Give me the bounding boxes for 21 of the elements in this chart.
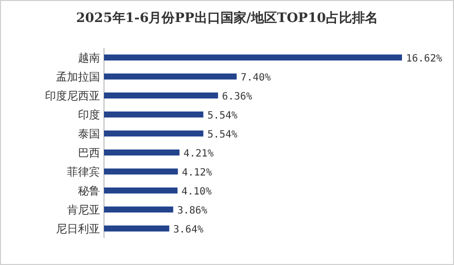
data-label: 4.12% — [182, 168, 212, 178]
data-label: 3.64% — [173, 224, 204, 236]
data-label: 5.54% — [207, 110, 238, 122]
y-tick-label: 尼日利亚 — [56, 222, 100, 236]
y-tick-label: 孟加拉国 — [56, 70, 100, 84]
data-label: 4.10% — [182, 186, 212, 198]
y-tick-label: 泰国 — [78, 128, 100, 140]
data-label: 6.36% — [222, 92, 252, 102]
data-label: 7.40% — [240, 72, 271, 84]
y-tick-label: 印度 — [78, 108, 100, 122]
chart-title: 2025年1-6月份PP出口国家/地区TOP10占比排名 — [76, 10, 378, 26]
data-label: 16.62% — [406, 54, 442, 64]
y-tick-label: 印度尼西亚 — [45, 90, 100, 102]
y-tick-label: 肯尼亚 — [67, 204, 100, 216]
data-label: 4.21% — [183, 148, 214, 160]
y-tick-label: 菲律宾 — [67, 166, 100, 178]
y-tick-label: 巴西 — [78, 146, 100, 160]
y-tick-label: 越南 — [78, 52, 100, 64]
data-label: 3.86% — [177, 206, 208, 216]
y-tick-label: 秘鲁 — [78, 184, 100, 198]
data-label: 5.54% — [207, 130, 238, 140]
